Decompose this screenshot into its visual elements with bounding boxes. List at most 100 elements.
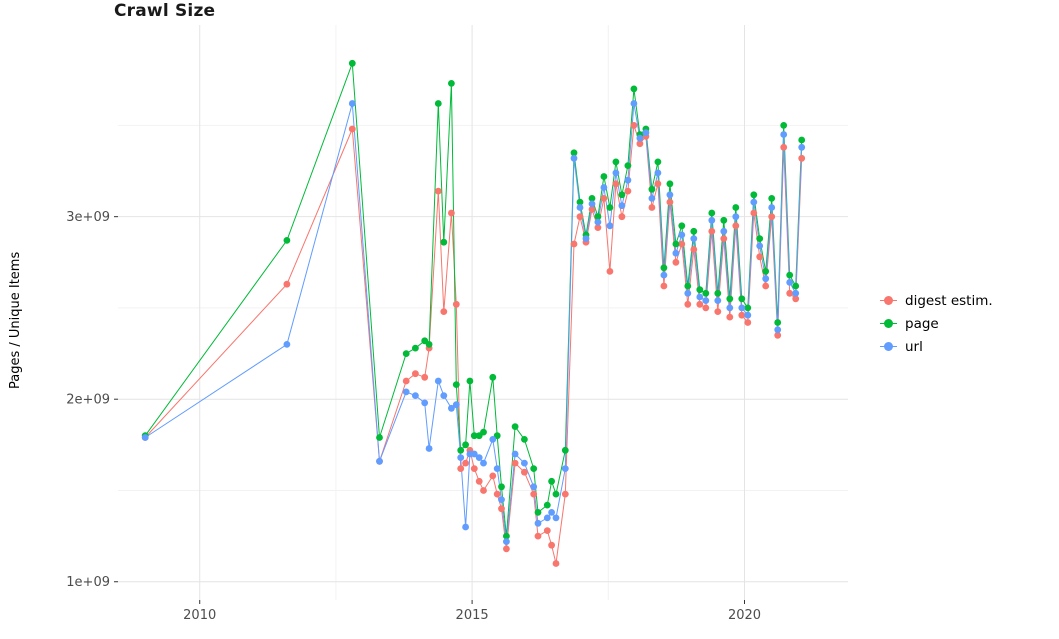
legend-label-digest-estim: digest estim. [905,292,993,309]
point-digest-estim [678,240,686,248]
point-digest-estim [511,459,519,467]
point-digest-estim [600,195,608,202]
point-digest-estim [756,253,764,261]
point-digest-estim [470,465,478,472]
point-page [750,191,758,199]
point-digest-estim [452,300,460,308]
point-page [498,483,505,491]
point-url [756,242,764,250]
series-line-digest-estim [144,125,803,564]
point-url [672,249,680,257]
legend-label-page: page [905,315,939,332]
point-url [666,191,674,199]
point-digest-estim [548,541,555,549]
point-page [696,286,704,294]
y-tick-label: 2e+09 [66,393,110,408]
point-url [738,304,746,312]
point-digest-estim [588,206,596,213]
point-digest-estim [714,308,722,315]
point-digest-estim [475,477,483,485]
point-page [448,80,455,87]
point-url [552,514,560,522]
point-page [714,289,722,297]
point-url [642,129,650,137]
point-page [774,319,782,326]
point-url [684,289,692,297]
point-page [732,204,740,211]
point-digest-estim [489,472,497,480]
point-url [498,496,505,503]
point-url [732,213,740,221]
point-url [708,216,716,224]
point-digest-estim [498,505,505,513]
point-url [594,218,602,226]
point-digest-estim [570,240,578,248]
point-url [421,399,429,407]
point-digest-estim [768,213,776,221]
point-page [440,238,448,246]
point-page [521,436,528,443]
point-page [570,149,578,157]
point-digest-estim [402,377,410,385]
point-url [768,204,776,211]
point-url [470,450,478,458]
point-page [744,304,752,312]
point-page [548,477,555,485]
point-digest-estim [726,313,734,321]
point-page [576,198,584,206]
point-digest-estim [750,209,758,217]
point-digest-estim [744,319,752,326]
point-url [660,271,668,279]
point-digest-estim [792,295,800,303]
y-tick-label: 3e+09 [66,210,110,225]
point-digest-estim [448,209,455,217]
point-digest-estim [762,282,770,290]
point-page [552,490,560,498]
point-url [561,465,569,472]
point-url [588,200,596,208]
point-url [792,289,800,297]
point-page [348,59,356,67]
point-page [470,432,478,440]
point-page [457,446,465,454]
point-digest-estim [690,246,698,253]
point-page [672,240,680,248]
point-page [606,204,614,211]
point-digest-estim [594,224,602,232]
point-url [582,235,590,243]
point-page [624,162,632,170]
point-page [762,268,770,275]
point-digest-estim [440,308,448,315]
point-digest-estim [434,187,442,195]
chart-title: Crawl Size [114,1,216,21]
legend-key-digest-icon [880,292,897,309]
x-tick-label: 2020 [728,608,761,623]
point-digest-estim [561,490,569,498]
point-url [480,459,487,467]
point-digest-estim [480,487,487,494]
point-digest-estim [660,282,668,290]
point-page [480,428,487,436]
point-url [636,134,644,142]
point-page [648,185,656,193]
point-url [618,202,626,210]
point-page [684,282,692,290]
point-url [402,388,410,396]
point-page [588,195,596,202]
point-digest-estim [636,140,644,148]
point-page [630,85,638,93]
point-url [543,514,551,522]
point-digest-estim [618,213,626,221]
point-url [624,176,632,184]
point-digest-estim [624,187,632,195]
point-url [612,169,620,177]
point-page [756,235,764,243]
legend-key-page-icon [880,315,897,332]
point-page [466,377,474,385]
series-line-url [144,103,803,542]
point-url [425,445,433,452]
point-digest-estim [798,154,806,162]
point-url [475,454,483,461]
point-url [376,457,383,465]
